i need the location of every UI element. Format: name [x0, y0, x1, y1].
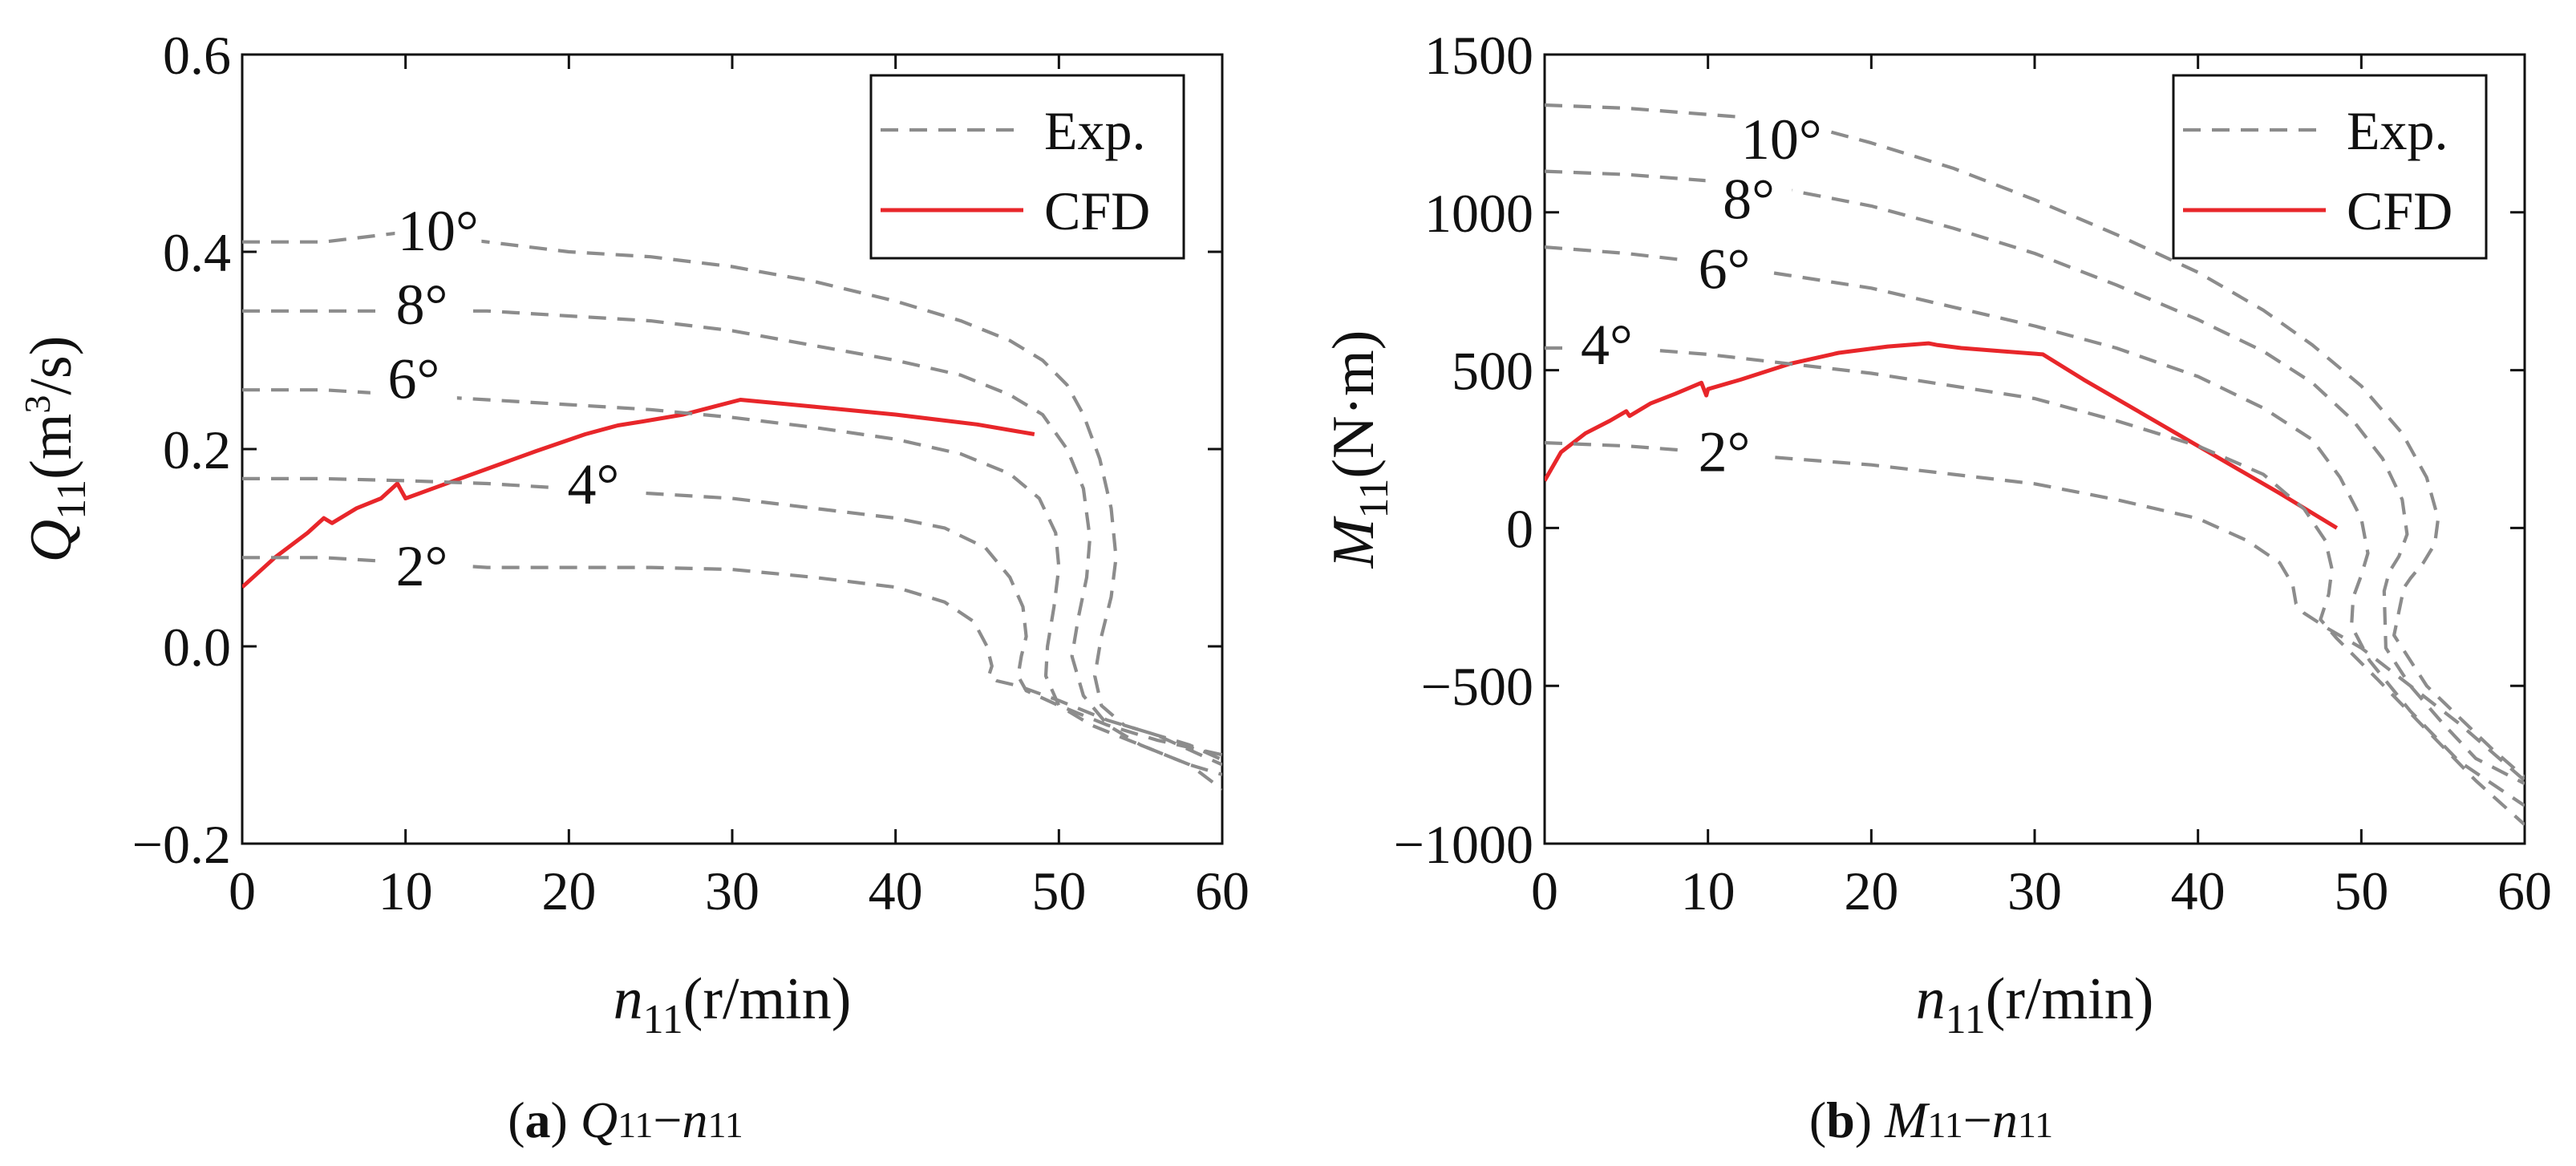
x-tick-label: 20 — [541, 860, 596, 921]
panel-caption: (b) M11−n11 — [1809, 1091, 2053, 1148]
legend-box — [2172, 74, 2488, 260]
annotation-background — [1681, 421, 1768, 483]
series-group — [242, 230, 1222, 792]
x-tick-label: 40 — [869, 860, 923, 921]
x-tick-label: 60 — [1195, 860, 1250, 921]
legend-exp-label: Exp. — [2347, 100, 2448, 161]
x-tick-label: 60 — [2497, 860, 2552, 921]
y-tick-label: 0.0 — [163, 617, 231, 678]
curve-annotation: 8° — [396, 273, 448, 337]
y-tick-label: 0.4 — [163, 222, 231, 283]
curve-annotation: 4° — [567, 452, 619, 516]
y-tick-label: 500 — [1452, 341, 1533, 402]
y-axis-label: Q11(m3/s) — [17, 336, 95, 563]
x-tick-label: 50 — [1031, 860, 1086, 921]
cfd-series-line — [1545, 341, 2339, 530]
curve-annotation: 10° — [398, 199, 479, 263]
y-tick-label: 1000 — [1424, 183, 1533, 244]
exp-series-line-2deg — [242, 556, 1222, 767]
annotation-background — [370, 348, 457, 410]
y-axis-label: M11(N·m) — [1321, 330, 1397, 569]
annotation-background — [1738, 108, 1825, 170]
x-tick-label: 0 — [229, 860, 256, 921]
exp-series-line-4deg — [1545, 346, 2525, 826]
curve-annotation: 2° — [396, 534, 448, 598]
series-group — [1545, 103, 2525, 826]
curve-annotation: 6° — [1699, 237, 1751, 301]
x-tick-label: 50 — [2334, 860, 2388, 921]
x-tick-label: 20 — [1844, 860, 1898, 921]
y-tick-label: −1000 — [1394, 814, 1533, 875]
legend-cfd-label: CFD — [1044, 180, 1150, 241]
legend-exp-label: Exp. — [1044, 100, 1146, 161]
legend-cfd-label: CFD — [2347, 180, 2452, 241]
annotation-background — [379, 274, 466, 336]
curve-annotation: 4° — [1581, 313, 1633, 377]
y-tick-label: −500 — [1421, 656, 1533, 717]
x-tick-label: 10 — [1681, 860, 1736, 921]
annotation-background — [549, 453, 637, 515]
y-tick-label: 0.6 — [163, 25, 231, 86]
exp-series-line-6deg — [242, 388, 1222, 792]
panel-caption: (a) Q11−n11 — [508, 1091, 743, 1148]
exp-series-line-6deg — [1545, 245, 2525, 808]
y-tick-label: −0.2 — [132, 814, 231, 875]
x-tick-label: 0 — [1531, 860, 1558, 921]
annotation-background — [1681, 238, 1768, 300]
x-tick-label: 30 — [705, 860, 759, 921]
exp-series-line-10deg — [242, 230, 1222, 762]
annotation-background — [395, 200, 482, 261]
annotation-background — [1705, 168, 1792, 230]
curve-annotation: 8° — [1723, 168, 1775, 232]
y-tick-label: 1500 — [1424, 25, 1533, 86]
curve-annotation: 6° — [387, 346, 439, 411]
x-tick-label: 40 — [2171, 860, 2226, 921]
curve-annotation: 2° — [1699, 420, 1751, 484]
exp-series-line-2deg — [1545, 441, 2525, 782]
x-tick-label: 10 — [379, 860, 433, 921]
x-tick-label: 30 — [2007, 860, 2062, 921]
chart-panel-a: 0 10 20 30 40 50 60 −0.2 0.0 0.2 0.4 0.6 10° 8° 6° 4° 2°… — [17, 25, 1250, 1148]
cfd-series-line — [242, 398, 1035, 589]
exp-series-line-8deg — [242, 309, 1222, 776]
y-tick-label: 0 — [1506, 498, 1533, 559]
annotation-background — [379, 536, 466, 597]
annotation-background — [1563, 314, 1651, 375]
exp-series-line-4deg — [242, 476, 1222, 757]
curve-annotation: 10° — [1741, 107, 1822, 172]
exp-series-line-8deg — [1545, 169, 2525, 786]
chart-panel-b: 0 10 20 30 40 50 60 −1000 −500 0 500 1000 1500 10°8°6… — [1321, 25, 2552, 1148]
legend-box — [869, 74, 1185, 260]
x-axis-label: n11(r/min) — [1916, 966, 2154, 1043]
y-tick-label: 0.2 — [163, 419, 231, 480]
x-axis-label: n11(r/min) — [614, 966, 852, 1043]
